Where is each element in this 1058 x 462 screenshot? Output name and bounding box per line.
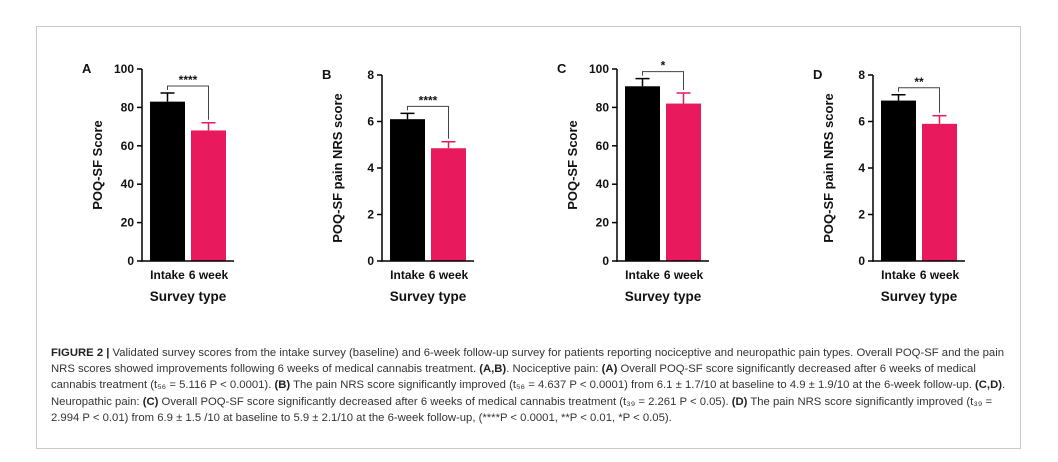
y-tick-label-d: 6 [858, 115, 865, 129]
significance-stars-c: * [661, 59, 666, 73]
bar-d-6week [922, 123, 957, 261]
x-tick-label-b-0: Intake [390, 268, 425, 282]
significance-stars-a: **** [179, 73, 198, 87]
caption-panel-ref: (C) [142, 395, 159, 408]
x-tick-label-d-1: 6 week [920, 268, 960, 282]
bar-b-intake [390, 119, 425, 261]
significance-bracket-a [167, 85, 209, 120]
caption-panel-ref: (B) [274, 379, 291, 392]
y-tick-label-b: 4 [367, 161, 374, 175]
caption-text: Validated survey scores from the intake … [51, 347, 1004, 376]
y-tick-label-a: 0 [127, 254, 134, 268]
panel-label-c: C [557, 61, 567, 76]
x-tick-label-a-0: Intake [150, 268, 185, 282]
x-tick-label-c-1: 6 week [664, 268, 704, 282]
y-tick-label-d: 4 [858, 161, 865, 175]
y-tick-label-b: 6 [367, 115, 374, 129]
figure-caption: FIGURE 2 | Validated survey scores from … [51, 345, 1011, 426]
x-axis-title-a: Survey type [150, 289, 227, 304]
x-axis-title-b: Survey type [390, 289, 467, 304]
x-axis-title-c: Survey type [625, 289, 702, 304]
x-tick-label-b-1: 6 week [429, 268, 469, 282]
x-tick-label-a-1: 6 week [189, 268, 229, 282]
y-axis-title-b: POQ-SF pain NRS score [330, 93, 345, 243]
significance-bracket-b [407, 105, 449, 139]
y-tick-label-d: 0 [858, 254, 865, 268]
y-axis-title-d: POQ-SF pain NRS score [821, 93, 836, 243]
y-tick-label-a: 20 [121, 216, 135, 230]
figure-frame: A Intake 6 week 0 20 40 60 80 100 **** POQ-SF Scor… [36, 26, 1021, 449]
caption-panel-ref: (A) [601, 363, 618, 376]
bar-c-intake [625, 86, 660, 261]
caption-text: Overall POQ-SF score significantly decre… [158, 395, 732, 408]
bar-b-6week [431, 148, 466, 261]
caption-panel-ref: (D) [731, 395, 748, 408]
y-axis-title-c: POQ-SF Score [565, 120, 580, 210]
y-tick-label-d: 2 [858, 208, 865, 222]
y-tick-label-a: 100 [114, 62, 134, 76]
y-axis-title-a: POQ-SF Score [90, 120, 105, 210]
bar-c-6week [666, 103, 701, 261]
y-tick-label-a: 40 [121, 177, 135, 191]
x-tick-label-d-0: Intake [881, 268, 916, 282]
bar-d-intake [881, 100, 916, 261]
significance-stars-d: ** [914, 75, 924, 89]
caption-panel-ref: (C,D) [975, 379, 1002, 392]
panel-label-d: D [813, 67, 822, 82]
panel-label-b: B [322, 67, 331, 82]
y-tick-label-c: 0 [602, 254, 609, 268]
bar-a-6week [191, 130, 226, 261]
caption-text: . Neuropathic pain: [51, 379, 1006, 408]
caption-text: . Nociceptive pain: [506, 363, 602, 376]
y-tick-label-c: 100 [589, 62, 609, 76]
significance-stars-b: **** [419, 93, 438, 107]
y-tick-label-c: 40 [596, 177, 610, 191]
y-tick-label-b: 2 [367, 208, 374, 222]
caption-text: The pain NRS score significantly improve… [290, 379, 976, 392]
bar-a-intake [150, 101, 185, 261]
x-tick-label-c-0: Intake [625, 268, 660, 282]
x-axis-title-d: Survey type [881, 289, 958, 304]
y-tick-label-c: 80 [596, 100, 610, 114]
panel-label-a: A [82, 61, 92, 76]
y-tick-label-d: 8 [858, 68, 865, 82]
y-tick-label-b: 8 [367, 68, 374, 82]
y-tick-label-a: 60 [121, 139, 135, 153]
caption-label: FIGURE 2 | [51, 347, 110, 359]
caption-text: The pain NRS score significantly improve… [51, 395, 993, 424]
y-tick-label-a: 80 [121, 100, 135, 114]
y-tick-label-c: 20 [596, 216, 610, 230]
y-tick-label-c: 60 [596, 139, 610, 153]
significance-bracket-c [642, 71, 684, 90]
significance-bracket-d [898, 87, 940, 113]
caption-panel-ref: (A,B) [479, 363, 507, 376]
caption-text: Overall POQ-SF score significantly decre… [51, 363, 976, 392]
y-tick-label-b: 0 [367, 254, 374, 268]
